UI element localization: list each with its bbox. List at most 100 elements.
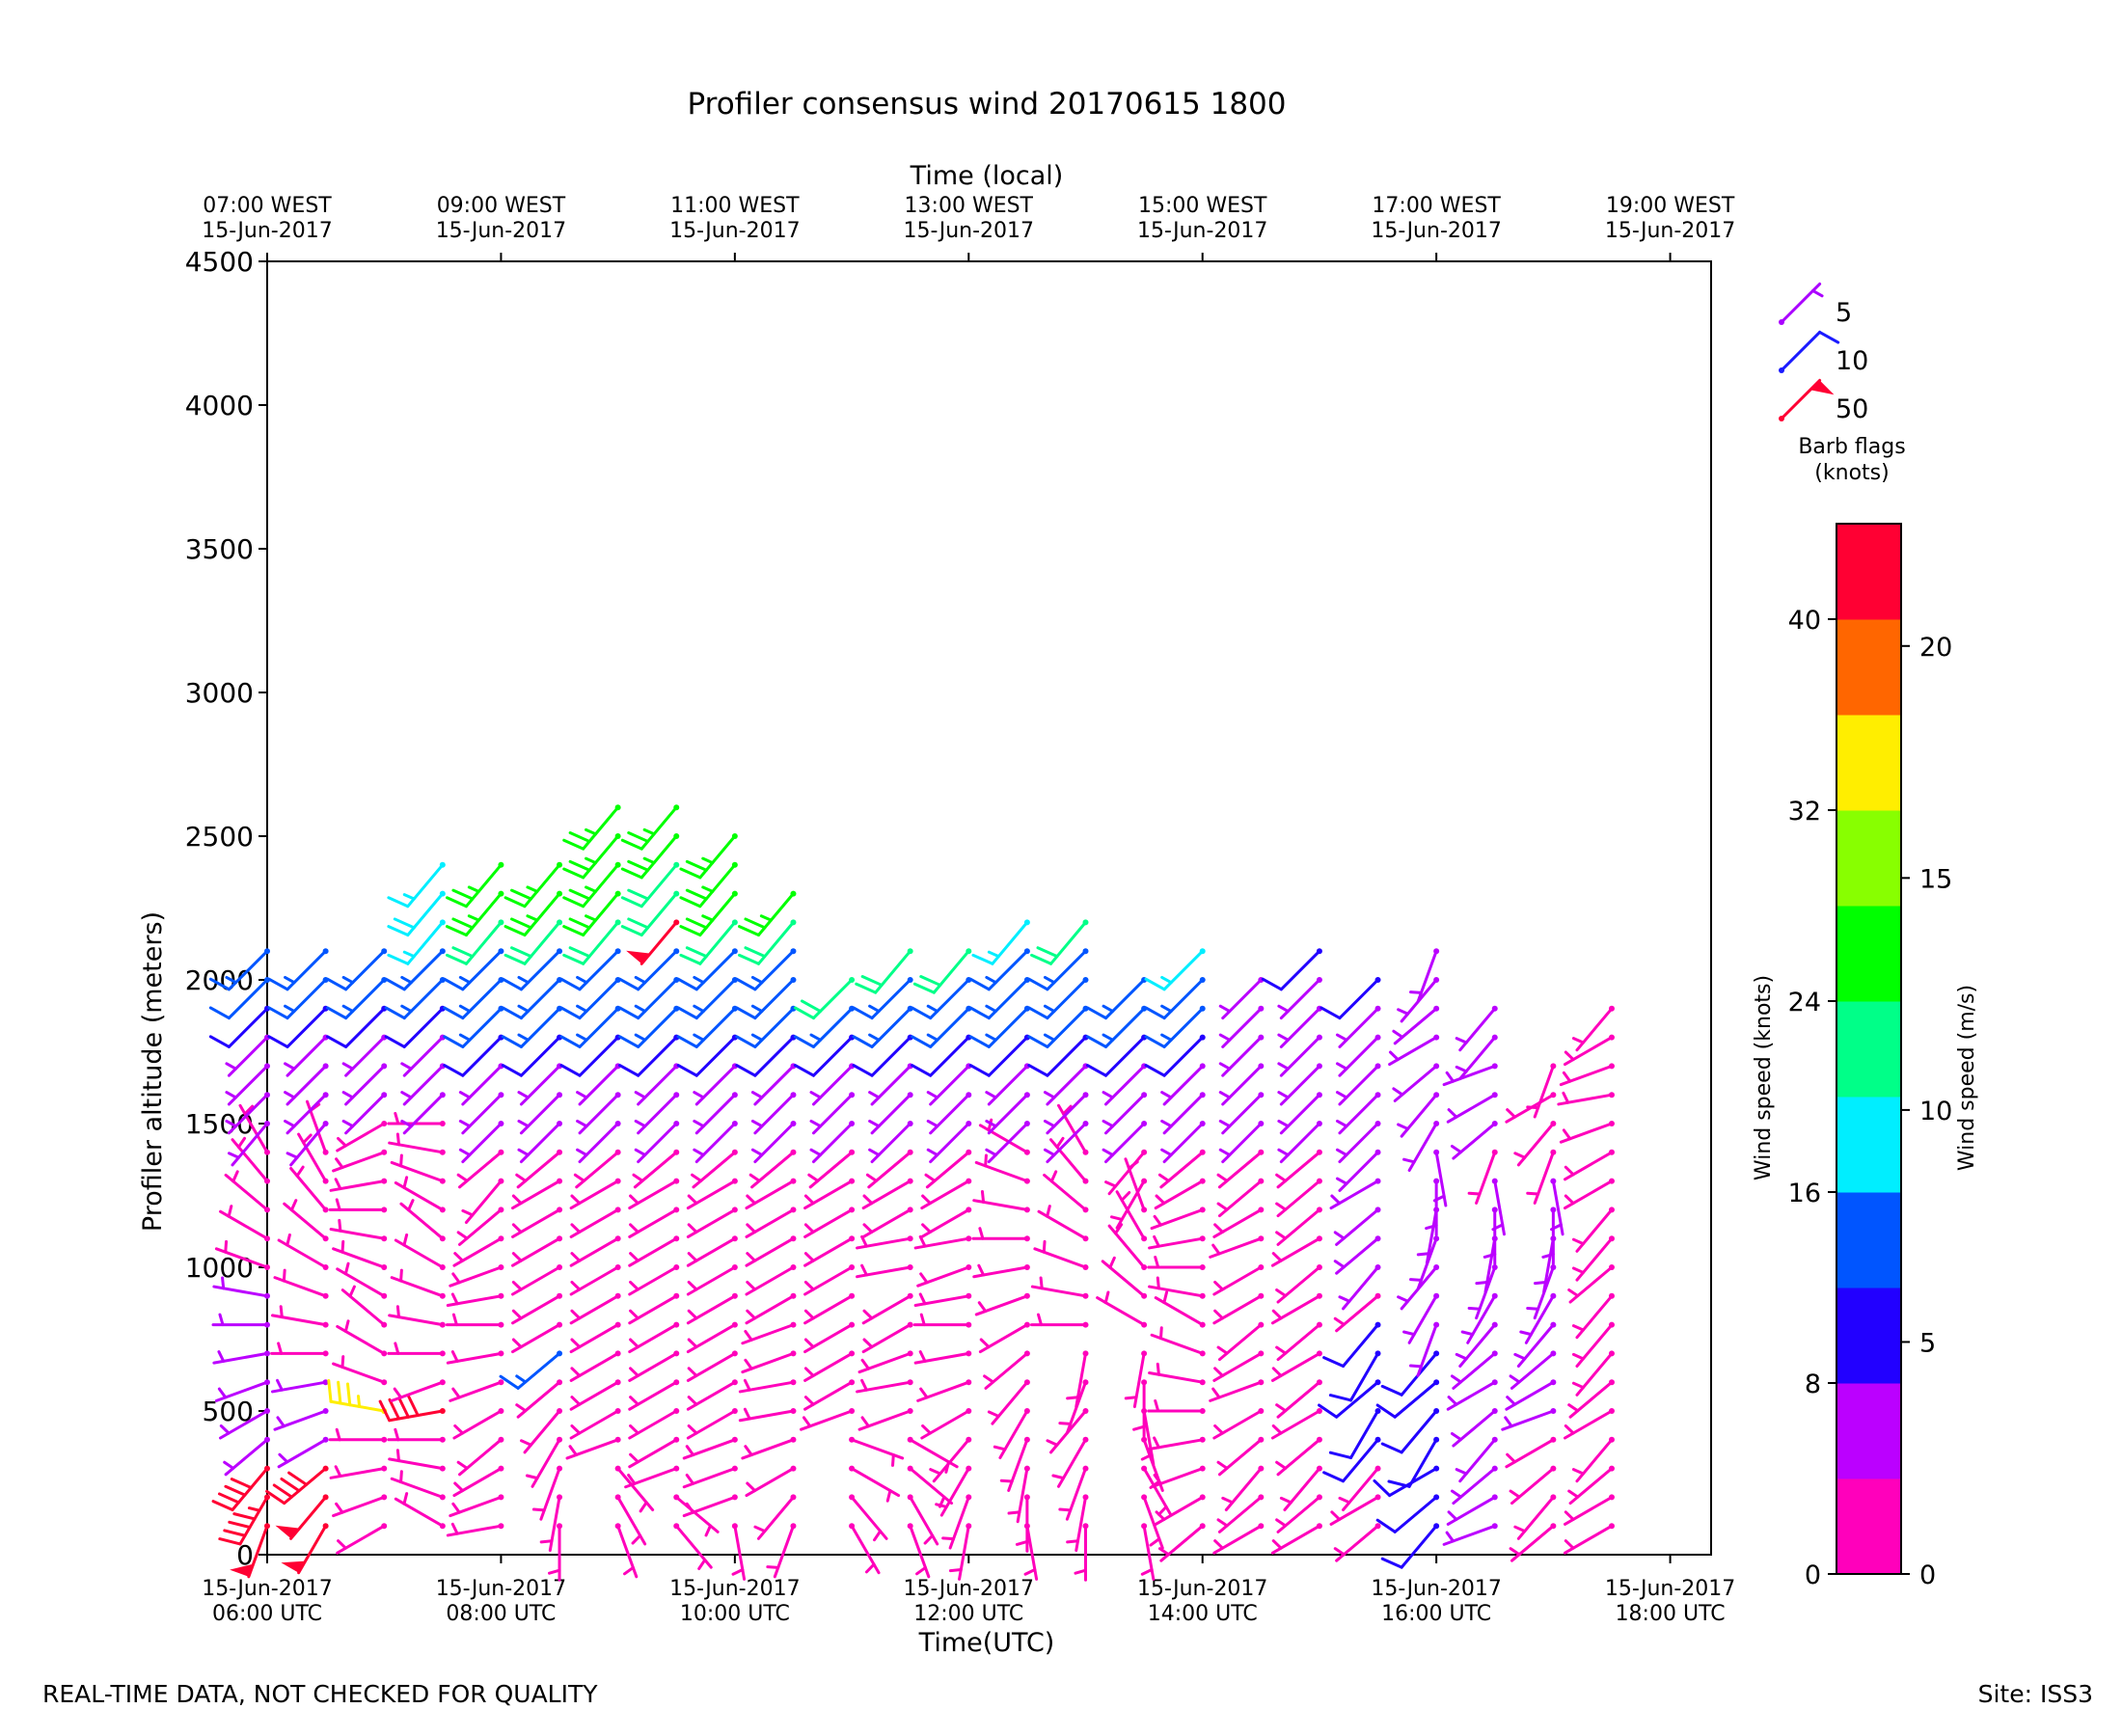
wind-barb bbox=[1571, 1235, 1615, 1282]
wind-barb bbox=[1513, 1121, 1557, 1167]
wind-barb bbox=[224, 1170, 270, 1213]
wind-barb bbox=[1335, 1149, 1381, 1192]
wind-barb bbox=[978, 1118, 1030, 1155]
wind-barb bbox=[924, 1149, 972, 1189]
wind-barb bbox=[1567, 1264, 1615, 1304]
x-tick-label: 15-Jun-2017 bbox=[1371, 1577, 1501, 1601]
wind-barb bbox=[283, 1199, 329, 1242]
wind-barb bbox=[384, 948, 446, 991]
wind-barb bbox=[219, 1408, 270, 1440]
wind-barb bbox=[745, 1207, 797, 1238]
wind-barb bbox=[1102, 1092, 1148, 1135]
wind-barb bbox=[456, 1207, 504, 1246]
legend-barb bbox=[1779, 378, 1835, 421]
wind-barb bbox=[1154, 1494, 1206, 1526]
x2-tick-label: 15-Jun-2017 bbox=[202, 219, 332, 243]
wind-barbs bbox=[208, 804, 1615, 1582]
wind-barb bbox=[1392, 1063, 1440, 1102]
chart-title: Profiler consensus wind 20170615 1800 bbox=[688, 87, 1287, 122]
wind-barb bbox=[1450, 1408, 1498, 1448]
wind-barb bbox=[562, 861, 621, 909]
wind-barb bbox=[1505, 1379, 1557, 1411]
wind-barb bbox=[211, 1313, 270, 1328]
wind-barb bbox=[941, 1494, 972, 1550]
wind-barb bbox=[548, 1523, 563, 1582]
wind-barb bbox=[273, 1408, 329, 1431]
wind-barb bbox=[1218, 1005, 1265, 1048]
wind-barb bbox=[968, 977, 1030, 1020]
wind-barb bbox=[803, 1292, 856, 1325]
y-tick-label: 2500 bbox=[185, 821, 254, 853]
wind-barb bbox=[517, 1092, 563, 1135]
wind-barb bbox=[968, 948, 1030, 991]
wind-barb bbox=[1212, 1292, 1265, 1325]
colorbar-segment bbox=[1836, 1097, 1901, 1193]
wind-barb bbox=[983, 1350, 1030, 1390]
wind-barb bbox=[753, 1494, 797, 1540]
wind-barb bbox=[1212, 1523, 1265, 1555]
wind-barb bbox=[913, 1292, 972, 1308]
wind-barb bbox=[1144, 948, 1206, 991]
wind-barb bbox=[1085, 1005, 1148, 1048]
top-axis-label: Time (local) bbox=[910, 161, 1064, 191]
wind-barb bbox=[1455, 1034, 1498, 1080]
wind-barb bbox=[926, 1121, 972, 1164]
wind-barb bbox=[803, 1178, 856, 1210]
wind-barb bbox=[855, 948, 913, 994]
wind-barb bbox=[745, 1264, 797, 1296]
wind-barb bbox=[1491, 1178, 1506, 1236]
wind-barb bbox=[1209, 1379, 1265, 1402]
wind-barb bbox=[1409, 1321, 1440, 1377]
wind-barb bbox=[1446, 1379, 1498, 1411]
wind-barb bbox=[1057, 1103, 1089, 1155]
wind-barb bbox=[517, 1121, 563, 1164]
wind-barb bbox=[1101, 1256, 1148, 1299]
wind-barb bbox=[443, 948, 504, 991]
wind-barb bbox=[1380, 1408, 1440, 1454]
wind-barb bbox=[1212, 1408, 1265, 1440]
wind-barb bbox=[1275, 1321, 1322, 1362]
wind-barb bbox=[225, 1063, 270, 1106]
wind-barb bbox=[1043, 1092, 1089, 1135]
wind-barb bbox=[573, 1149, 621, 1189]
wind-barb bbox=[340, 1285, 388, 1328]
wind-barb bbox=[569, 1321, 621, 1354]
wind-barb bbox=[807, 1149, 856, 1189]
wind-barb bbox=[1157, 1149, 1206, 1189]
wind-barb bbox=[1563, 1149, 1615, 1181]
wind-barb bbox=[803, 1350, 856, 1382]
x2-tick-label: 11:00 WEST bbox=[670, 194, 800, 218]
wind-barb bbox=[1567, 1379, 1615, 1419]
wind-barb bbox=[227, 1121, 270, 1167]
wind-barb bbox=[270, 1305, 329, 1328]
wind-barb bbox=[390, 1379, 446, 1402]
wind-barb bbox=[525, 1436, 563, 1488]
wind-barb bbox=[1058, 1465, 1089, 1521]
x2-tick-label: 15-Jun-2017 bbox=[436, 219, 566, 243]
wind-barb bbox=[1571, 1436, 1615, 1483]
wind-barb bbox=[1148, 1276, 1206, 1299]
wind-barb bbox=[1455, 1321, 1498, 1368]
wind-barb bbox=[1450, 1121, 1498, 1160]
y-tick-label: 2000 bbox=[185, 964, 254, 996]
wind-barb bbox=[511, 1178, 563, 1210]
wind-barb bbox=[559, 948, 621, 991]
wind-barb bbox=[913, 1350, 972, 1365]
wind-barb bbox=[1571, 1350, 1615, 1397]
wind-barb bbox=[1335, 1121, 1381, 1164]
wind-barb bbox=[562, 833, 621, 880]
wind-barb bbox=[1322, 1436, 1381, 1483]
wind-barb bbox=[1380, 1523, 1440, 1569]
wind-barb bbox=[1154, 1290, 1206, 1328]
wind-barb bbox=[458, 1092, 504, 1135]
plot-frame bbox=[266, 260, 1712, 1556]
wind-barb bbox=[539, 1494, 563, 1553]
wind-barb bbox=[456, 1436, 504, 1477]
wind-barb bbox=[336, 1523, 388, 1555]
wind-barb bbox=[1102, 1063, 1148, 1106]
colorbar-segment bbox=[1836, 715, 1901, 811]
wind-barb bbox=[634, 1121, 680, 1164]
wind-barb bbox=[1147, 1256, 1206, 1270]
wind-barb bbox=[1277, 1063, 1322, 1106]
colorbar-segment bbox=[1836, 1478, 1901, 1575]
